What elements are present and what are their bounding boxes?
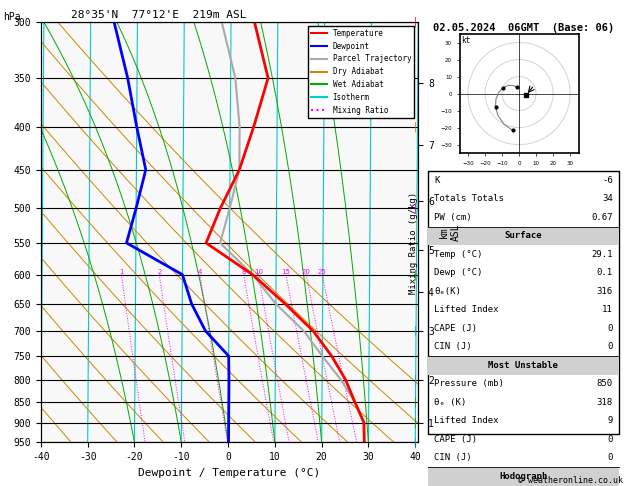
Text: hPa: hPa bbox=[3, 12, 21, 22]
Text: 2: 2 bbox=[157, 269, 162, 275]
Text: 4: 4 bbox=[198, 269, 202, 275]
Text: Most Unstable: Most Unstable bbox=[488, 361, 559, 370]
Text: -6: -6 bbox=[602, 176, 613, 185]
Text: Temp (°C): Temp (°C) bbox=[434, 250, 482, 259]
Text: 28°35'N  77°12'E  219m ASL: 28°35'N 77°12'E 219m ASL bbox=[71, 10, 247, 20]
Text: |: | bbox=[414, 122, 417, 132]
Text: 0: 0 bbox=[608, 435, 613, 444]
Legend: Temperature, Dewpoint, Parcel Trajectory, Dry Adiabat, Wet Adiabat, Isotherm, Mi: Temperature, Dewpoint, Parcel Trajectory… bbox=[308, 26, 415, 118]
Text: CIN (J): CIN (J) bbox=[434, 342, 472, 351]
Text: kt: kt bbox=[461, 35, 470, 45]
Text: |: | bbox=[414, 17, 417, 27]
Text: © weatheronline.co.uk: © weatheronline.co.uk bbox=[518, 476, 623, 485]
Text: 9: 9 bbox=[608, 417, 613, 425]
Text: 20: 20 bbox=[302, 269, 311, 275]
Text: 0: 0 bbox=[608, 453, 613, 462]
Text: 15: 15 bbox=[282, 269, 291, 275]
Text: Pressure (mb): Pressure (mb) bbox=[434, 380, 504, 388]
Text: |: | bbox=[414, 326, 417, 336]
Text: 02.05.2024  06GMT  (Base: 06): 02.05.2024 06GMT (Base: 06) bbox=[433, 23, 614, 33]
Text: 11: 11 bbox=[602, 305, 613, 314]
Text: θₑ (K): θₑ (K) bbox=[434, 398, 466, 407]
Text: |: | bbox=[414, 397, 417, 407]
Bar bbox=[428, 467, 619, 486]
Text: 0: 0 bbox=[608, 324, 613, 333]
Text: Lifted Index: Lifted Index bbox=[434, 305, 498, 314]
Text: Lifted Index: Lifted Index bbox=[434, 417, 498, 425]
Text: |: | bbox=[414, 269, 417, 280]
Text: 316: 316 bbox=[597, 287, 613, 296]
Text: K: K bbox=[434, 176, 439, 185]
Text: θₑ(K): θₑ(K) bbox=[434, 287, 461, 296]
Text: 29.1: 29.1 bbox=[591, 250, 613, 259]
X-axis label: Dewpoint / Temperature (°C): Dewpoint / Temperature (°C) bbox=[138, 468, 321, 478]
Text: |: | bbox=[414, 417, 417, 428]
Bar bbox=[428, 226, 619, 245]
Text: |: | bbox=[414, 203, 417, 213]
Text: Dewp (°C): Dewp (°C) bbox=[434, 268, 482, 278]
Text: 0: 0 bbox=[608, 342, 613, 351]
Text: CAPE (J): CAPE (J) bbox=[434, 324, 477, 333]
Y-axis label: km
ASL: km ASL bbox=[440, 223, 461, 241]
Text: PW (cm): PW (cm) bbox=[434, 213, 472, 222]
Text: 0.67: 0.67 bbox=[591, 213, 613, 222]
Text: 0.1: 0.1 bbox=[597, 268, 613, 278]
Text: |: | bbox=[414, 374, 417, 385]
Text: Mixing Ratio (g/kg): Mixing Ratio (g/kg) bbox=[409, 192, 418, 294]
Text: Hodograph: Hodograph bbox=[499, 472, 547, 481]
Text: 1: 1 bbox=[119, 269, 124, 275]
Text: 318: 318 bbox=[597, 398, 613, 407]
Text: 8: 8 bbox=[242, 269, 246, 275]
Text: 34: 34 bbox=[602, 194, 613, 203]
Text: Surface: Surface bbox=[504, 231, 542, 241]
Text: 25: 25 bbox=[318, 269, 326, 275]
Bar bbox=[428, 356, 619, 375]
Text: 10: 10 bbox=[254, 269, 263, 275]
Text: Totals Totals: Totals Totals bbox=[434, 194, 504, 203]
Text: 850: 850 bbox=[597, 380, 613, 388]
Text: CAPE (J): CAPE (J) bbox=[434, 435, 477, 444]
Text: CIN (J): CIN (J) bbox=[434, 453, 472, 462]
Text: |: | bbox=[414, 437, 417, 448]
